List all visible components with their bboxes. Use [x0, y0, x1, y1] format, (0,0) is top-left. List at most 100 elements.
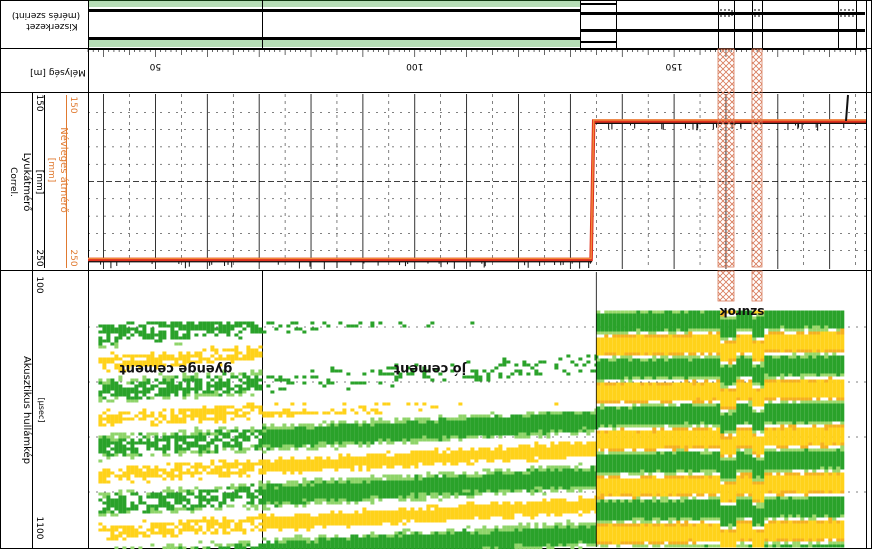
- waveform-cell: [604, 316, 609, 320]
- waveform-cell: [226, 504, 231, 508]
- waveform-cell: [234, 321, 239, 325]
- waveform-cell: [374, 432, 379, 436]
- waveform-cell: [434, 513, 439, 517]
- waveform-cell: [542, 498, 547, 502]
- waveform-cell: [506, 534, 511, 538]
- waveform-cell: [394, 366, 399, 370]
- waveform-cell: [210, 531, 215, 535]
- waveform-cell: [318, 519, 323, 523]
- waveform-cell: [474, 471, 479, 475]
- waveform-cell: [604, 340, 609, 344]
- waveform-cell: [226, 354, 231, 358]
- waveform-cell: [542, 414, 547, 418]
- waveform-cell: [198, 477, 203, 481]
- waveform-cell: [538, 372, 543, 376]
- waveform-cell: [98, 513, 103, 517]
- waveform-cell: [458, 543, 463, 547]
- waveform-cell: [398, 429, 403, 433]
- waveform-cell: [430, 492, 435, 496]
- waveform-cell: [522, 456, 527, 460]
- waveform-cell: [294, 375, 299, 379]
- waveform-cell: [502, 504, 507, 508]
- waveform-cell: [612, 331, 617, 335]
- waveform-cell: [134, 471, 139, 475]
- waveform-cell: [182, 438, 187, 442]
- waveform-cell: [330, 459, 335, 463]
- waveform-cell: [490, 453, 495, 457]
- waveform-cell: [398, 459, 403, 463]
- waveform-cell: [222, 390, 227, 394]
- waveform-cell: [608, 364, 613, 368]
- waveform-cell: [426, 324, 431, 328]
- waveform-cell: [506, 501, 511, 505]
- waveform-cell: [362, 456, 367, 460]
- waveform-cell: [310, 498, 315, 502]
- waveform-cell: [430, 513, 435, 517]
- waveform-cell: [578, 480, 583, 484]
- waveform-cell: [418, 423, 423, 427]
- waveform-cell: [262, 459, 267, 463]
- waveform-cell: [178, 435, 183, 439]
- waveform-cell: [214, 450, 219, 454]
- waveform-cell: [418, 450, 423, 454]
- waveform-cell: [294, 504, 299, 508]
- waveform-cell: [510, 504, 515, 508]
- waveform-cell: [326, 459, 331, 463]
- waveform-cell: [346, 498, 351, 502]
- waveform-cell: [596, 406, 601, 410]
- waveform-cell: [126, 528, 131, 532]
- waveform-cell: [402, 489, 407, 493]
- waveform-cell: [426, 369, 431, 373]
- waveform-cell: [346, 501, 351, 505]
- waveform-cell: [608, 433, 613, 437]
- waveform-cell: [442, 378, 447, 382]
- waveform-cell: [118, 450, 123, 454]
- waveform-cell: [102, 510, 107, 514]
- waveform-cell: [522, 525, 527, 529]
- waveform-cell: [106, 327, 111, 331]
- waveform-cell: [206, 465, 211, 469]
- waveform-cell: [402, 432, 407, 436]
- waveform-cell: [170, 384, 175, 388]
- waveform-cell: [506, 543, 511, 547]
- waveform-cell: [138, 390, 143, 394]
- waveform-cell: [414, 465, 419, 469]
- waveform-cell: [542, 483, 547, 487]
- waveform-cell: [562, 540, 567, 544]
- waveform-cell: [616, 358, 621, 362]
- waveform-cell: [582, 522, 587, 526]
- waveform-cell: [542, 411, 547, 415]
- waveform-cell: [186, 360, 191, 364]
- waveform-cell: [506, 489, 511, 493]
- waveform-cell: [206, 360, 211, 364]
- waveform-cell: [612, 394, 617, 398]
- waveform-cell: [470, 483, 475, 487]
- waveform-cell: [246, 387, 251, 391]
- waveform-cell: [254, 444, 259, 448]
- waveform-cell: [514, 471, 519, 475]
- waveform-cell: [198, 447, 203, 451]
- waveform-cell: [346, 483, 351, 487]
- waveform-cell: [402, 543, 407, 547]
- waveform-cell: [142, 474, 147, 478]
- waveform-cell: [574, 525, 579, 529]
- waveform-cell: [102, 471, 107, 475]
- waveform-cell: [314, 327, 319, 331]
- waveform-cell: [566, 525, 571, 529]
- waveform-cell: [258, 501, 263, 505]
- waveform-cell: [350, 522, 355, 526]
- waveform-cell: [334, 513, 339, 517]
- waveform-cell: [362, 495, 367, 499]
- waveform-cell: [334, 543, 339, 547]
- waveform-cell: [430, 480, 435, 484]
- waveform-cell: [466, 540, 471, 544]
- waveform-cell: [562, 411, 567, 415]
- waveform-cell: [290, 468, 295, 472]
- waveform-cell: [554, 489, 559, 493]
- waveform-cell: [190, 510, 195, 514]
- waveform-cell: [600, 466, 605, 470]
- waveform-cell: [446, 483, 451, 487]
- waveform-cell: [374, 462, 379, 466]
- waveform-cell: [462, 540, 467, 544]
- waveform-cell: [318, 465, 323, 469]
